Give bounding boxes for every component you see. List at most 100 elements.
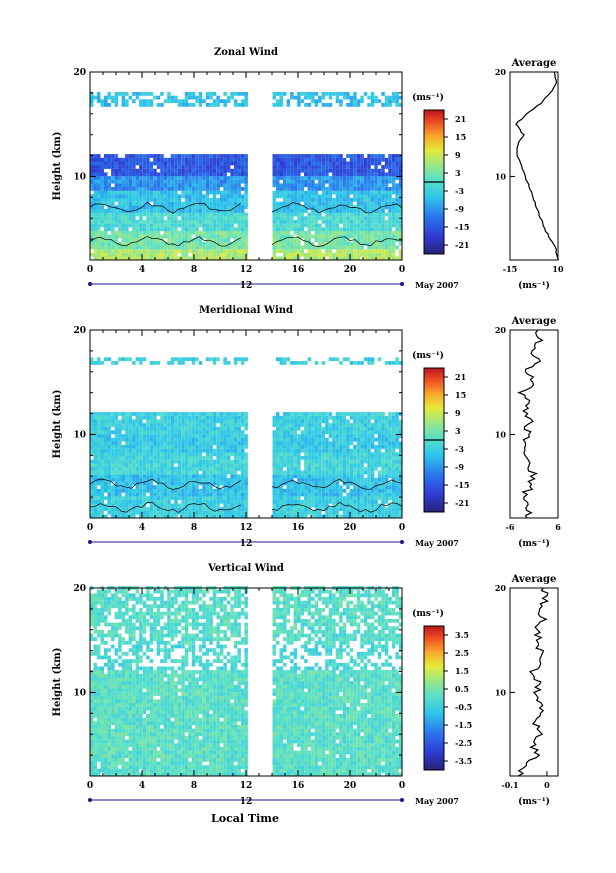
heatmap-cell <box>216 241 220 246</box>
heatmap-cell <box>307 430 312 435</box>
heatmap-cell <box>290 430 294 435</box>
heatmap-cell <box>97 496 101 500</box>
heatmap-cell <box>153 434 157 438</box>
heatmap-cell <box>318 463 322 468</box>
heatmap-cell <box>219 198 224 202</box>
heatmap-cell <box>156 223 161 228</box>
heatmap-cell <box>356 238 361 242</box>
heatmap-cell <box>342 209 347 213</box>
heatmap-cell <box>149 165 154 169</box>
heatmap-cell <box>307 165 312 169</box>
heatmap-cell <box>279 168 283 173</box>
heatmap-cell <box>163 209 168 213</box>
heatmap-cell <box>118 488 122 493</box>
heatmap-cell <box>318 419 322 424</box>
heatmap-cell <box>321 154 326 158</box>
heatmap-cell <box>90 463 94 468</box>
heatmap-cell <box>135 485 140 490</box>
heatmap-cell <box>219 216 224 221</box>
heatmap-cell <box>332 430 336 435</box>
heatmap-cell <box>128 467 133 471</box>
heatmap-cell <box>167 448 171 453</box>
heatmap-cell <box>107 463 111 468</box>
heatmap-cell <box>325 467 329 471</box>
heatmap-cell <box>283 463 287 468</box>
heatmap-cell <box>276 219 280 224</box>
heatmap-cell <box>233 415 238 420</box>
heatmap-cell <box>346 234 350 239</box>
heatmap-cell <box>297 190 301 195</box>
heatmap-cell <box>346 474 350 479</box>
heatmap-cell <box>167 463 171 468</box>
heatmap-cell <box>209 419 213 424</box>
heatmap-cell <box>153 456 157 460</box>
heatmap-cell <box>395 219 399 224</box>
heatmap-cell <box>353 419 357 424</box>
heatmap-cell <box>111 172 115 177</box>
heatmap-cell <box>233 514 238 519</box>
heatmap-cell <box>230 481 234 486</box>
heatmap-cell <box>374 161 378 166</box>
heatmap-cell <box>139 212 143 217</box>
heatmap-cell <box>209 187 213 191</box>
heatmap-cell <box>209 488 213 493</box>
heatmap-cell <box>353 172 357 177</box>
heatmap-cell <box>156 157 161 162</box>
heatmap-cell <box>125 168 129 173</box>
heatmap-cell <box>349 415 354 420</box>
heatmap-cell <box>177 205 182 210</box>
heatmap-cell <box>153 227 157 232</box>
heatmap-cell <box>121 212 126 217</box>
heatmap-cell <box>202 172 206 177</box>
heatmap-cell <box>181 477 185 482</box>
heatmap-cell <box>100 172 104 177</box>
heatmap-cell <box>300 252 305 257</box>
heatmap-cell <box>191 434 196 438</box>
heatmap-cell <box>349 157 354 162</box>
heatmap-cell <box>104 245 108 250</box>
heatmap-cell <box>223 492 227 497</box>
heatmap-cell <box>244 223 248 228</box>
heatmap-cell <box>367 477 371 482</box>
heatmap-cell <box>233 510 238 515</box>
heatmap-cell <box>146 187 150 191</box>
heatmap-cell <box>107 488 111 493</box>
heatmap-cell <box>135 95 140 100</box>
heatmap-cell <box>100 179 104 184</box>
heatmap-cell <box>121 499 126 504</box>
heatmap-cell <box>114 430 119 435</box>
heatmap-cell <box>93 477 97 482</box>
heatmap-cell <box>279 234 283 239</box>
heatmap-cell <box>388 488 392 493</box>
heatmap-cell <box>318 503 322 508</box>
heatmap-cell <box>135 168 140 173</box>
heatmap-cell <box>195 212 199 217</box>
heatmap-cell <box>170 452 175 457</box>
heatmap-cell <box>388 223 392 228</box>
heatmap-cell <box>339 426 343 431</box>
heatmap-cell <box>135 187 140 191</box>
heatmap-cell <box>128 201 133 206</box>
heatmap-cell <box>244 459 248 464</box>
heatmap-cell <box>167 437 171 442</box>
heatmap-cell <box>360 426 364 431</box>
heatmap-cell <box>363 183 368 188</box>
heatmap-cell <box>367 172 371 177</box>
heatmap-cell <box>128 496 133 500</box>
heatmap-cell <box>283 412 287 416</box>
heatmap-cell <box>198 190 203 195</box>
heatmap-cell <box>325 249 329 253</box>
heatmap-cell <box>146 201 150 206</box>
heatmap-cell <box>146 154 150 158</box>
heatmap-cell <box>384 430 389 435</box>
heatmap-cell <box>321 227 326 232</box>
heatmap-cell <box>388 496 392 500</box>
heatmap-cell <box>121 474 126 479</box>
heatmap-cell <box>205 230 210 235</box>
heatmap-cell <box>283 477 287 482</box>
heatmap-cell <box>93 492 97 497</box>
heatmap-cell <box>325 201 329 206</box>
heatmap-cell <box>233 157 238 162</box>
heatmap-cell <box>198 245 203 250</box>
heatmap-cell <box>356 514 361 519</box>
